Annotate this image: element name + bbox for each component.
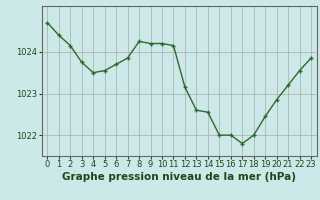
X-axis label: Graphe pression niveau de la mer (hPa): Graphe pression niveau de la mer (hPa) <box>62 172 296 182</box>
